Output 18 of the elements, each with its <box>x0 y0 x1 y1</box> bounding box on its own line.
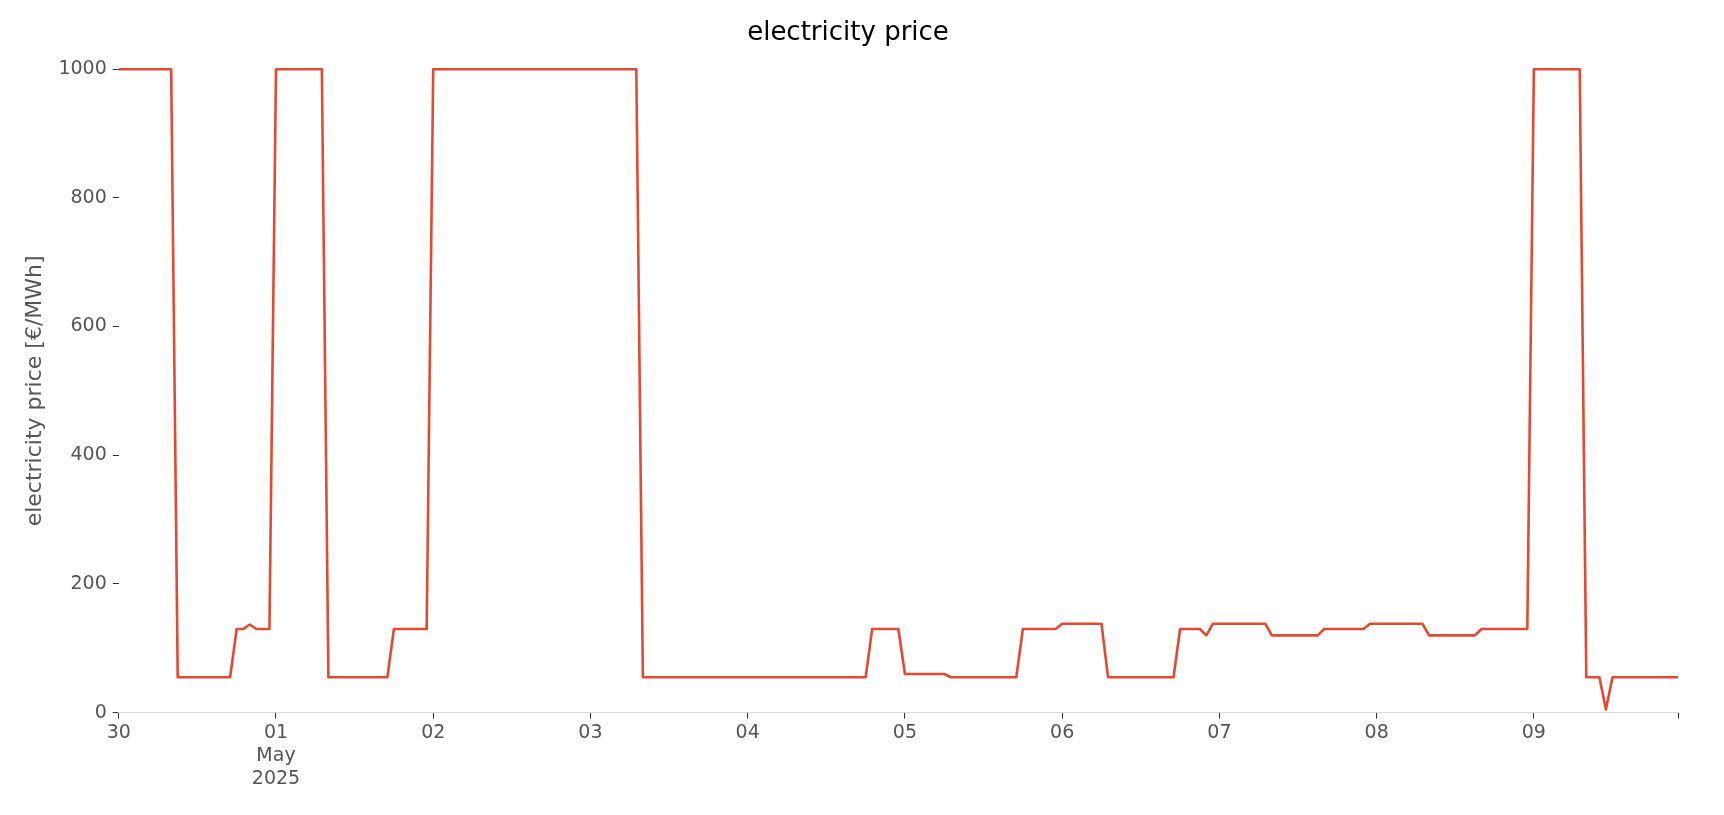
y-tick-label: 800 <box>70 184 107 207</box>
x-tick-label: 06 <box>1050 719 1075 742</box>
x-tick-label: 08 <box>1364 719 1389 742</box>
x-tick-label: 05 <box>892 719 918 742</box>
y-tick-label: 400 <box>70 442 107 465</box>
y-tick-label: 0 <box>94 699 107 722</box>
y-tick-label: 200 <box>70 570 107 593</box>
x-tick-label: 01 May 2025 <box>251 719 301 788</box>
x-tick-label: 07 <box>1207 719 1232 742</box>
y-tick-label: 600 <box>70 313 107 336</box>
y-tick-label: 1000 <box>58 56 107 79</box>
x-tick-label: 09 <box>1521 719 1546 742</box>
x-tick-label: 02 <box>421 719 446 742</box>
chart-title: electricity price <box>747 16 949 47</box>
x-tick-label: 30 <box>106 719 131 742</box>
x-tick-label: 04 <box>735 719 760 742</box>
x-tick-label: 03 <box>578 719 603 742</box>
y-axis-title: electricity price [€/MWh] <box>20 255 46 527</box>
